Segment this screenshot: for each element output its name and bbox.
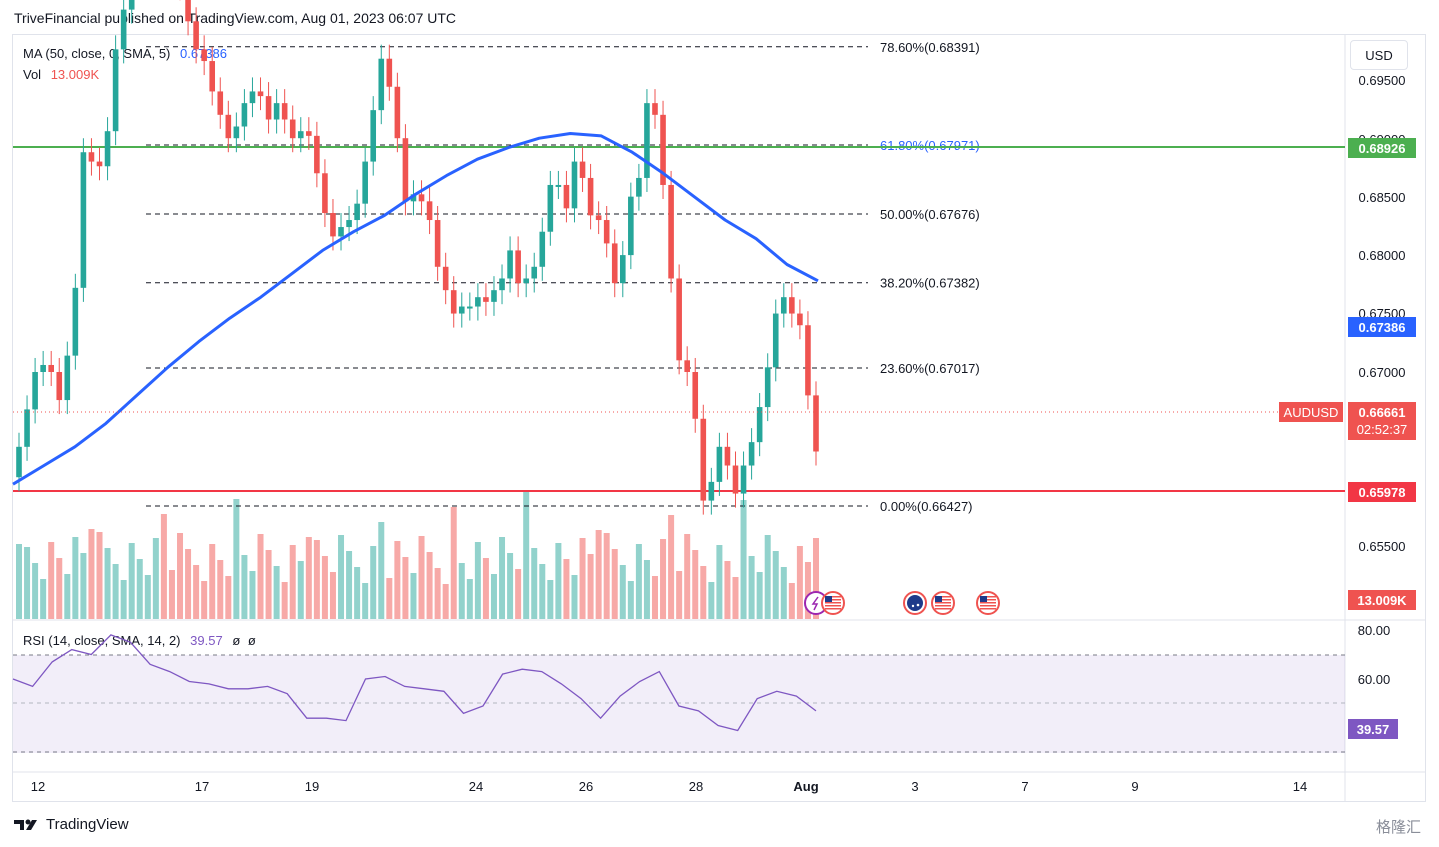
currency-button[interactable]: USD — [1350, 40, 1408, 70]
chart-frame — [12, 34, 1426, 802]
rsi-legend-extra-1: ø — [232, 633, 241, 648]
ma-legend-value: 0.67386 — [180, 46, 228, 61]
ma-legend[interactable]: MA (50, close, 0, SMA, 5) 0.67386 — [23, 46, 227, 61]
publish-line: TriveFinancial published on TradingView.… — [14, 10, 457, 26]
tradingview-brand-label: TradingView — [46, 816, 129, 833]
ma-legend-label: MA (50, close, 0, SMA, 5) — [23, 46, 171, 61]
tradingview-brand[interactable]: TradingView — [14, 816, 129, 833]
rsi-legend-extra-2: ø — [247, 633, 256, 648]
rsi-legend-value: 39.57 — [190, 633, 223, 648]
vol-legend[interactable]: Vol 13.009K — [23, 67, 99, 82]
candle-body — [128, 0, 135, 10]
vol-legend-value: 13.009K — [50, 67, 100, 82]
tradingview-logo-icon — [14, 819, 37, 830]
watermark-text: 格隆汇 — [1375, 819, 1421, 836]
vol-legend-label: Vol — [23, 67, 42, 82]
rsi-legend[interactable]: RSI (14, close, SMA, 14, 2) 39.57 ø ø — [23, 633, 256, 648]
rsi-legend-label: RSI (14, close, SMA, 14, 2) — [23, 633, 181, 648]
